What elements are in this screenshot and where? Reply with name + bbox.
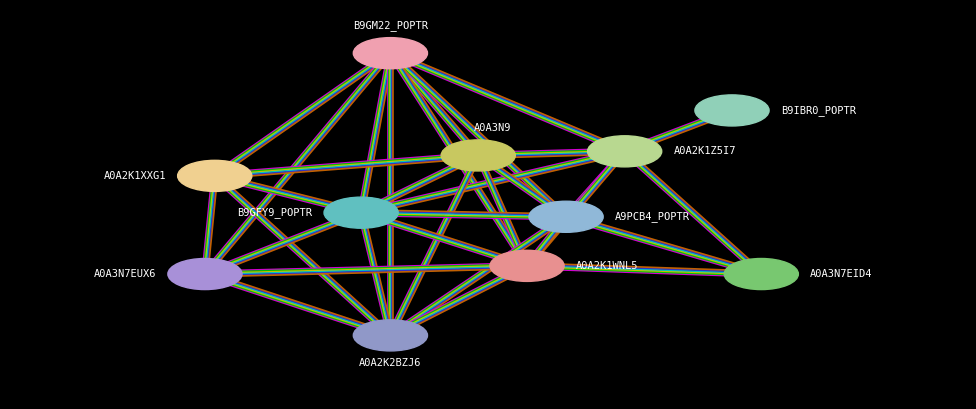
Circle shape xyxy=(441,140,515,171)
Text: B9GM22_POPTR: B9GM22_POPTR xyxy=(353,20,427,31)
Text: A0A3N7EID4: A0A3N7EID4 xyxy=(810,269,873,279)
Circle shape xyxy=(529,201,603,232)
Text: A0A2K1XXG1: A0A2K1XXG1 xyxy=(103,171,166,181)
Circle shape xyxy=(178,160,252,191)
Text: A0A3N7EUX6: A0A3N7EUX6 xyxy=(94,269,156,279)
Circle shape xyxy=(695,95,769,126)
Text: A0A2K2BZJ6: A0A2K2BZJ6 xyxy=(359,358,422,368)
Circle shape xyxy=(588,136,662,167)
Text: A9PCB4_POPTR: A9PCB4_POPTR xyxy=(615,211,690,222)
Circle shape xyxy=(724,258,798,290)
Text: A0A3N9: A0A3N9 xyxy=(473,123,510,133)
Circle shape xyxy=(168,258,242,290)
Circle shape xyxy=(490,250,564,281)
Circle shape xyxy=(353,38,427,69)
Text: B9GFY9_POPTR: B9GFY9_POPTR xyxy=(237,207,312,218)
Text: B9IBR0_POPTR: B9IBR0_POPTR xyxy=(781,105,856,116)
Circle shape xyxy=(324,197,398,228)
Circle shape xyxy=(353,320,427,351)
Text: A0A2K1Z5I7: A0A2K1Z5I7 xyxy=(673,146,736,156)
Text: A0A2K1WNL5: A0A2K1WNL5 xyxy=(576,261,638,271)
